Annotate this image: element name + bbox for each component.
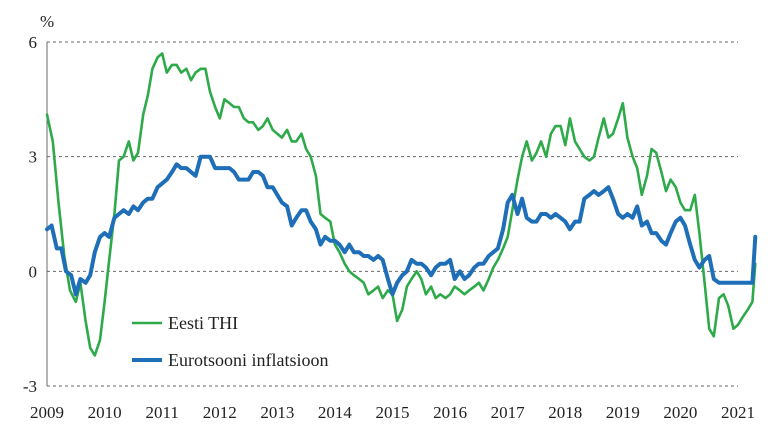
x-tick-label: 2012 bbox=[203, 403, 237, 422]
x-tick-label: 2014 bbox=[318, 403, 353, 422]
y-tick-label: -3 bbox=[23, 377, 37, 396]
series-lines bbox=[45, 52, 758, 357]
x-tick-label: 2015 bbox=[376, 403, 410, 422]
legend-label-eesti-thi: Eesti THI bbox=[168, 313, 238, 333]
x-tick-label: 2021 bbox=[721, 403, 755, 422]
legend-label-eurotsooni-inflatsioon: Eurotsooni inflatsioon bbox=[168, 350, 329, 370]
x-tick-labels: 2009 2010 2011 2012 2013 2014 2015 2016 2017 2018… bbox=[30, 403, 755, 422]
x-tick-label: 2017 bbox=[491, 403, 526, 422]
x-tick-label: 2018 bbox=[548, 403, 582, 422]
x-tick-label: 2020 bbox=[663, 403, 697, 422]
y-unit-label: % bbox=[40, 12, 54, 31]
legend: Eesti THI Eurotsooni inflatsioon bbox=[132, 313, 329, 370]
x-tick-label: 2009 bbox=[30, 403, 64, 422]
x-tick-label: 2016 bbox=[433, 403, 467, 422]
series-line-eurotsooni-inflatsioon bbox=[45, 154, 758, 297]
y-tick-label: 6 bbox=[29, 33, 38, 52]
gridlines bbox=[47, 41, 738, 387]
x-tick-label: 2010 bbox=[88, 403, 122, 422]
y-tick-label: 0 bbox=[29, 262, 38, 281]
y-tick-label: 3 bbox=[29, 148, 38, 167]
x-tick-label: 2019 bbox=[606, 403, 640, 422]
x-tick-label: 2013 bbox=[260, 403, 294, 422]
series-line-eesti-thi bbox=[45, 52, 757, 357]
x-tick-label: 2011 bbox=[145, 403, 178, 422]
y-tick-labels: 6 3 0 -3 bbox=[23, 33, 37, 396]
